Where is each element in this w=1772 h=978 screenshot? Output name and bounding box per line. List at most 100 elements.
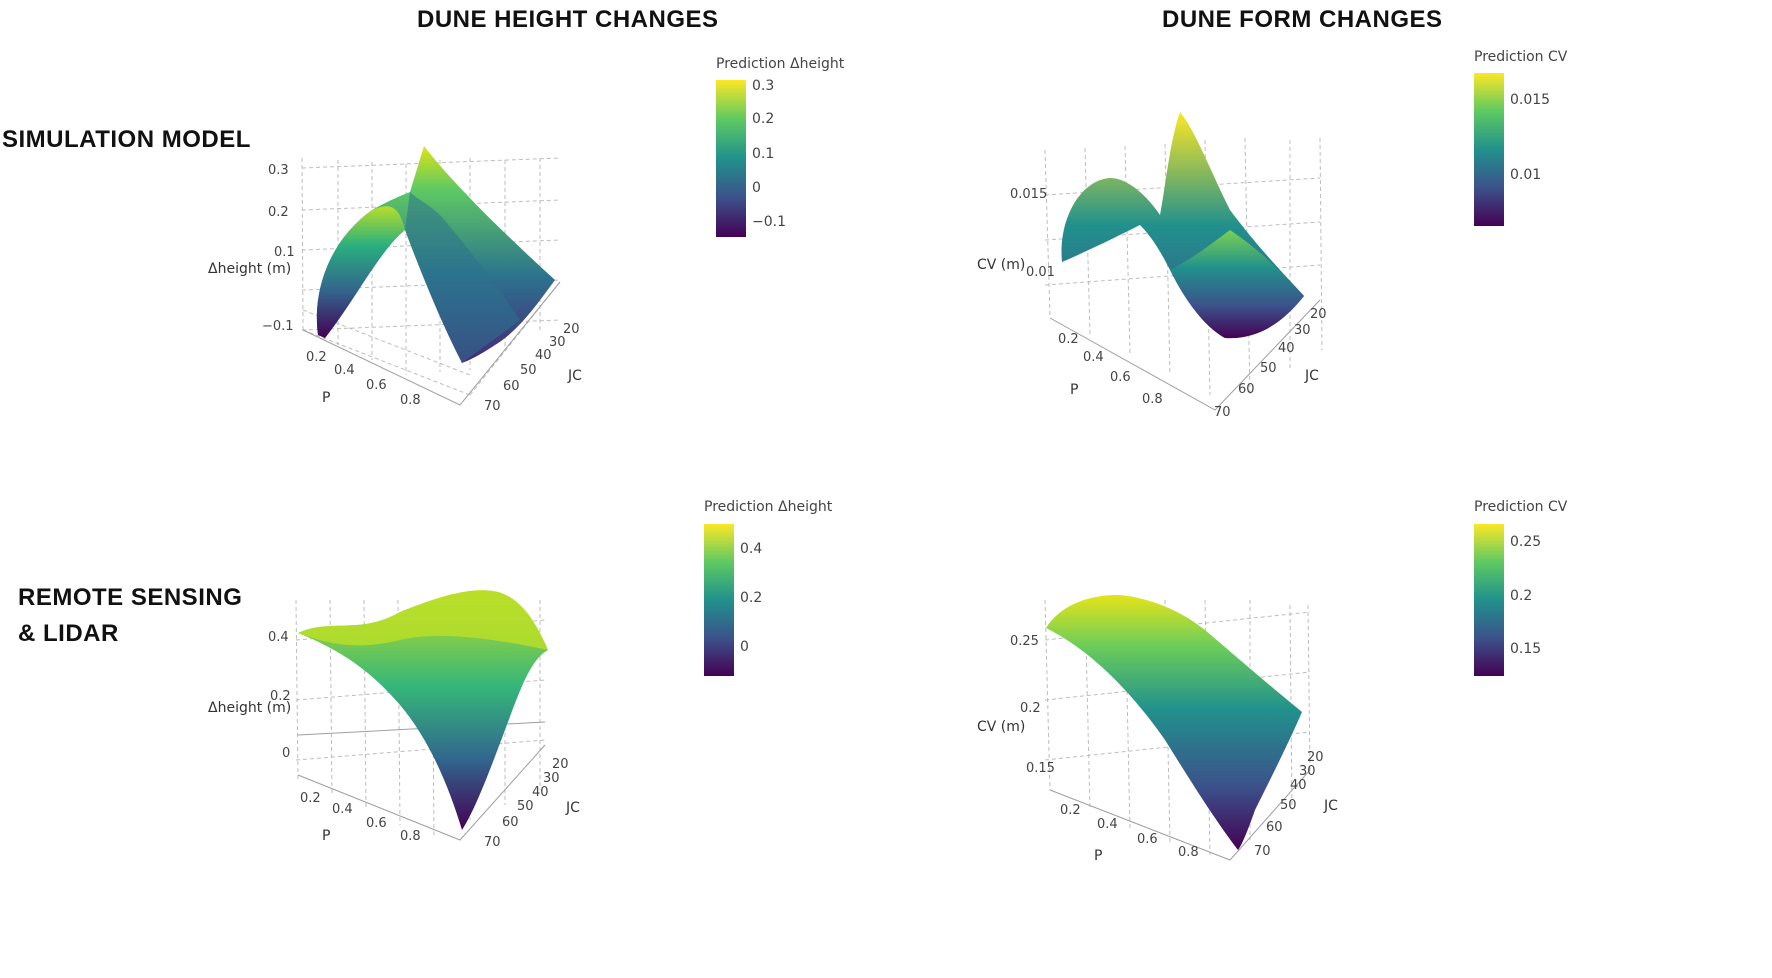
- x-tick: 0.6: [366, 378, 387, 393]
- colorbar-tick: 0.3: [752, 78, 774, 94]
- x-tick: 0.4: [1083, 350, 1104, 365]
- y-tick: 20: [1307, 750, 1324, 765]
- y-tick: 50: [517, 799, 534, 814]
- surface-lidar-height: [298, 590, 548, 830]
- x-tick: 0.4: [334, 363, 355, 378]
- colorbar-tick: −0.1: [752, 214, 786, 230]
- z-tick: 0.2: [268, 205, 289, 220]
- y-tick: 50: [520, 363, 537, 378]
- y-tick: 30: [1299, 764, 1316, 779]
- colorbar-title: Prediction CV: [1474, 499, 1568, 515]
- colorbar-tick: 0.015: [1510, 92, 1550, 108]
- y-tick: 60: [503, 379, 520, 394]
- z-tick: 0.25: [1010, 634, 1039, 649]
- x-tick: 0.2: [300, 791, 321, 806]
- colorbar-tick: 0.1: [752, 146, 774, 162]
- x-tick: 0.2: [306, 350, 327, 365]
- yaxis-label: JC: [567, 368, 582, 384]
- colorbar-tick: 0.25: [1510, 534, 1541, 550]
- colorbar-gradient: [704, 524, 734, 676]
- axes-simulation-form: CV (m) 0.015 0.01 0.2 0.4 0.6 0.8 P 20 3…: [977, 187, 1327, 420]
- grid-simulation-form: [1044, 137, 1323, 411]
- z-tick: 0.2: [1020, 701, 1041, 716]
- x-tick: 0.6: [1110, 370, 1131, 385]
- colorbar-simulation-height: Prediction Δheight 0.3 0.2 0.1 0 −0.1: [716, 56, 845, 237]
- zaxis-label: Δheight (m): [208, 261, 291, 277]
- colorbar-gradient: [1474, 524, 1504, 676]
- x-tick: 0.8: [1142, 392, 1163, 407]
- colorbar-title: Prediction Δheight: [716, 56, 845, 72]
- y-tick: 40: [1290, 778, 1307, 793]
- zaxis-label: Δheight (m): [208, 700, 291, 716]
- surface-simulation-form: [1061, 112, 1304, 339]
- zaxis-label: CV (m): [977, 257, 1025, 273]
- z-tick: 0.15: [1026, 761, 1055, 776]
- z-tick: 0.015: [1010, 187, 1047, 202]
- axes-lidar-height: Δheight (m) 0.4 0.2 0 0.2 0.4 0.6 0.8 P …: [208, 630, 580, 850]
- x-tick: 0.8: [1178, 845, 1199, 860]
- y-tick: 30: [1294, 323, 1311, 338]
- z-tick: 0.1: [274, 245, 295, 260]
- colorbar-tick: 0: [752, 180, 761, 196]
- xaxis-label: P: [1094, 848, 1102, 864]
- x-tick: 0.2: [1058, 332, 1079, 347]
- z-tick: 0.01: [1026, 265, 1055, 280]
- y-tick: 20: [552, 757, 569, 772]
- y-tick: 50: [1280, 798, 1297, 813]
- xaxis-label: P: [1070, 382, 1078, 398]
- grid-simulation-height: [301, 157, 561, 406]
- y-tick: 40: [1278, 341, 1295, 356]
- surface-lidar-form: [1046, 594, 1302, 850]
- z-tick: 0.4: [268, 630, 289, 645]
- colorbar-tick: 0.01: [1510, 167, 1541, 183]
- y-tick: 40: [532, 785, 549, 800]
- colorbar-simulation-form: Prediction CV 0.015 0.01: [1474, 49, 1568, 226]
- row-title-remote-sensing: REMOTE SENSING & LIDAR: [18, 580, 242, 652]
- grid-lidar-form: [1044, 599, 1311, 861]
- y-tick: 20: [563, 322, 580, 337]
- x-tick: 0.4: [1097, 817, 1118, 832]
- yaxis-label: JC: [565, 800, 580, 816]
- row-title-remote-sensing-line2: & LIDAR: [18, 620, 119, 647]
- x-tick: 0.2: [1060, 803, 1081, 818]
- z-tick: −0.1: [262, 319, 294, 334]
- surface-simulation-height: [316, 146, 555, 363]
- colorbar-lidar-form: Prediction CV 0.25 0.2 0.15: [1474, 499, 1568, 676]
- axes-lidar-form: CV (m) 0.25 0.2 0.15 0.2 0.4 0.6 0.8 P 2…: [977, 634, 1338, 864]
- colorbar-tick: 0: [740, 639, 749, 655]
- zaxis-label: CV (m): [977, 719, 1025, 735]
- x-tick: 0.8: [400, 829, 421, 844]
- colorbar-tick: 0.2: [740, 590, 762, 606]
- y-tick: 70: [1254, 844, 1271, 859]
- y-tick: 60: [502, 815, 519, 830]
- z-tick: 0.3: [268, 163, 289, 178]
- row-title-simulation: SIMULATION MODEL: [2, 126, 251, 153]
- colorbar-tick: 0.2: [1510, 588, 1532, 604]
- grid-lidar-height: [295, 599, 546, 841]
- x-tick: 0.8: [400, 393, 421, 408]
- y-tick: 70: [1214, 405, 1231, 420]
- x-tick: 0.4: [332, 802, 353, 817]
- x-tick: 0.6: [1137, 832, 1158, 847]
- y-tick: 40: [535, 348, 552, 363]
- colorbar-tick: 0.4: [740, 541, 762, 557]
- colorbar-title: Prediction CV: [1474, 49, 1568, 65]
- yaxis-label: JC: [1304, 368, 1319, 384]
- yaxis-label: JC: [1323, 798, 1338, 814]
- y-tick: 20: [1310, 307, 1327, 322]
- colorbar-gradient: [1474, 73, 1504, 226]
- colorbar-gradient: [716, 80, 746, 237]
- x-tick: 0.6: [366, 816, 387, 831]
- colorbar-lidar-height: Prediction Δheight 0.4 0.2 0: [704, 499, 833, 676]
- row-title-remote-sensing-line1: REMOTE SENSING: [18, 584, 243, 611]
- colorbar-title: Prediction Δheight: [704, 499, 833, 515]
- xaxis-label: P: [322, 390, 330, 406]
- column-title-form: DUNE FORM CHANGES: [1162, 6, 1443, 33]
- y-tick: 50: [1260, 361, 1277, 376]
- xaxis-label: P: [322, 828, 330, 844]
- y-tick: 70: [484, 835, 501, 850]
